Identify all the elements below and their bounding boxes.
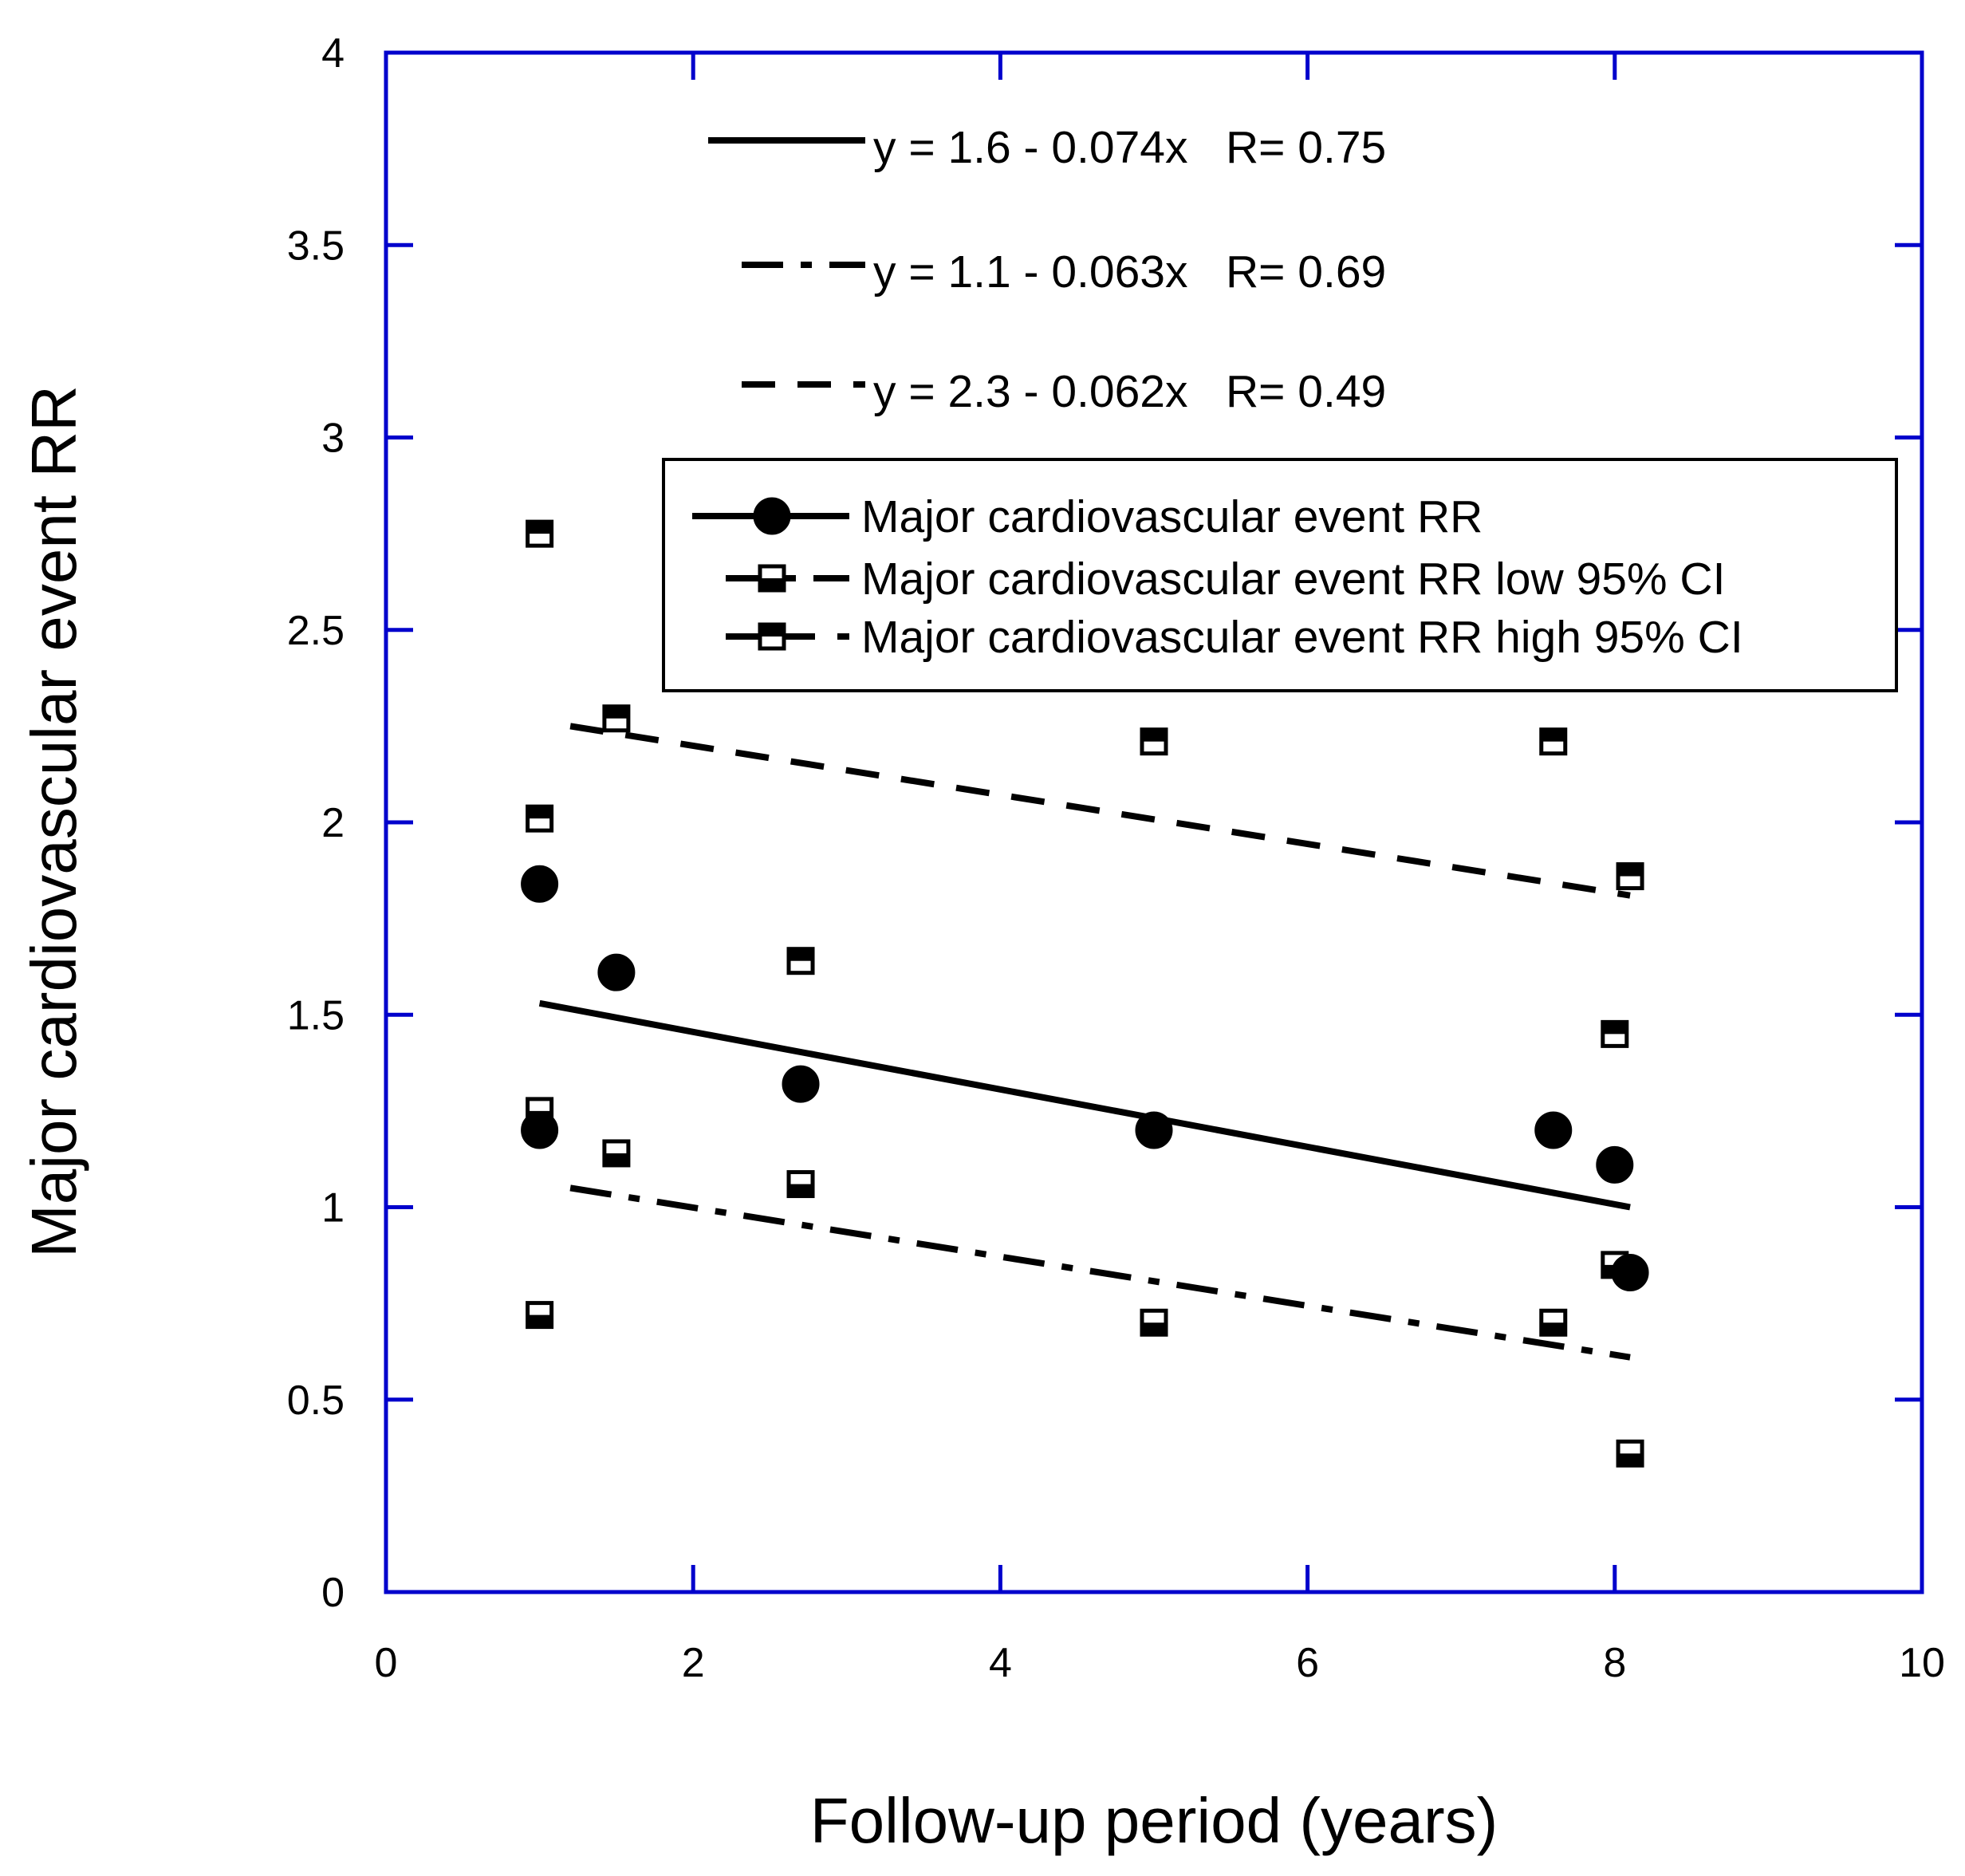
y-axis-title: Major cardiovascular event RR: [18, 385, 89, 1258]
y-tick-label: 1: [321, 1185, 345, 1232]
square-marker: [758, 564, 786, 593]
y-tick-label: 0.5: [287, 1377, 345, 1424]
circle-marker: [1135, 1111, 1173, 1149]
y-tick-label: 3.5: [287, 223, 345, 269]
circle-marker: [597, 953, 636, 991]
fit-line-dashed: [569, 723, 1631, 899]
x-tick-label: 6: [1296, 1640, 1319, 1686]
fit-line-solid: [538, 999, 1631, 1211]
circle-marker: [782, 1065, 820, 1103]
square-marker: [1616, 1439, 1644, 1468]
square-marker: [1140, 1308, 1168, 1337]
square-marker: [602, 1139, 631, 1168]
circle-marker: [521, 1111, 559, 1149]
square-marker: [1539, 1308, 1568, 1337]
square-marker: [786, 947, 815, 975]
square-marker: [526, 804, 554, 833]
fit-line-dash-dot: [569, 1184, 1631, 1361]
legend: Major cardiovascular event RR Major card…: [662, 458, 1898, 692]
y-tick-label: 2.5: [287, 608, 345, 654]
square-marker: [758, 622, 786, 651]
square-marker: [786, 1170, 815, 1199]
equation-text: y = 2.3 - 0.062x R= 0.49: [873, 366, 1386, 417]
x-tick-label: 10: [1899, 1640, 1945, 1686]
x-tick-label: 8: [1603, 1640, 1626, 1686]
circle-marker: [1534, 1111, 1573, 1149]
circle-marker: [753, 497, 791, 535]
y-tick-label: 2: [321, 800, 345, 846]
y-tick-label: 1.5: [287, 992, 345, 1038]
x-tick-label: 4: [989, 1640, 1012, 1686]
square-marker: [1601, 1019, 1629, 1048]
square-marker: [526, 519, 554, 548]
square-marker: [1616, 862, 1644, 891]
circle-marker: [1611, 1254, 1649, 1292]
square-marker: [1140, 727, 1168, 756]
regression-equations: y = 1.6 - 0.074x R= 0.75 y = 1.1 - 0.063…: [708, 122, 1386, 417]
square-marker: [602, 704, 631, 733]
x-tick-label: 2: [682, 1640, 705, 1686]
y-tick-label: 4: [321, 30, 345, 77]
plot-area-frame: [384, 50, 1924, 1594]
circle-marker: [1596, 1145, 1634, 1184]
legend-box: [662, 458, 1898, 692]
y-tick-label: 3: [321, 416, 345, 462]
equation-text: y = 1.1 - 0.063x R= 0.69: [873, 246, 1386, 298]
square-marker: [1539, 727, 1568, 756]
legend-label: Major cardiovascular event RR high 95% C…: [861, 612, 1743, 663]
equation-text: y = 1.6 - 0.074x R= 0.75: [873, 122, 1386, 173]
y-tick-label: 0: [321, 1570, 345, 1616]
legend-label: Major cardiovascular event RR low 95% CI: [861, 554, 1725, 605]
legend-label: Major cardiovascular event RR: [861, 491, 1483, 542]
square-marker: [526, 1301, 554, 1330]
x-tick-label: 0: [375, 1640, 398, 1686]
x-axis-title: Follow-up period (years): [810, 1785, 1498, 1856]
circle-marker: [521, 865, 559, 903]
